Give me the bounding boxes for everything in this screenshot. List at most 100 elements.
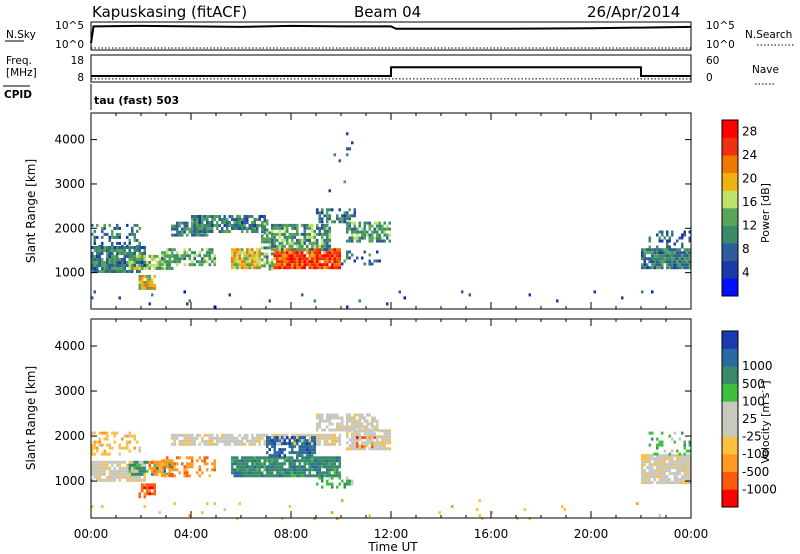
velocity-cell-13-119 <box>673 472 676 476</box>
power-cell-11-42 <box>353 211 356 215</box>
velocity-cell-13-66 <box>658 469 661 473</box>
velocity-cell-0-36 <box>103 472 106 476</box>
velocity-cell-15-19 <box>438 511 441 515</box>
velocity-cell-8-44 <box>291 442 294 446</box>
power-cell-2-33 <box>151 257 154 261</box>
power-cell-14-47 <box>658 257 661 261</box>
power-cell-12-38 <box>363 230 366 234</box>
power-cell-14-65 <box>666 254 669 258</box>
power-cell-12-6 <box>348 224 351 228</box>
velocity-cell-0-26 <box>101 460 104 464</box>
velocity-cell-7-145 <box>286 471 289 475</box>
velocity-cell-8-39 <box>288 439 291 443</box>
power-cell-15-19 <box>668 245 671 249</box>
velocity-cell-9-2 <box>316 422 319 426</box>
velocity-cell-7-173 <box>298 459 301 463</box>
cpid-value: tau (fast) 503 <box>94 94 179 107</box>
velocity-cell-7-47 <box>248 459 251 463</box>
velocity-cell-0-122 <box>138 478 141 482</box>
velocity-cell-1-56 <box>133 446 136 450</box>
velocity-cell-15-4 <box>173 502 176 506</box>
power-cell-7-14 <box>236 248 239 252</box>
power-colorbar-tick-2: 12 <box>742 219 757 233</box>
power-cell-14-131 <box>688 266 691 270</box>
velocity-cell-12-7 <box>328 476 331 480</box>
velocity-cell-6-173 <box>306 433 309 437</box>
velocity-cell-0-69 <box>118 469 121 473</box>
velocity-cell-7-55 <box>251 465 254 469</box>
power-cell-1-162 <box>141 246 144 249</box>
velocity-cell-7-38 <box>243 474 246 478</box>
velocity-cell-11-5 <box>363 436 366 440</box>
velocity-cell-7-54 <box>251 462 254 466</box>
power-cell-13-8 <box>353 259 356 263</box>
power-cell-2-34 <box>151 263 154 267</box>
velocity-cell-13-51 <box>653 478 656 482</box>
velocity-cell-9-17 <box>326 416 329 420</box>
velocity-cell-13-20 <box>646 457 649 461</box>
power-cell-9-88 <box>303 266 306 270</box>
power-cell-13-19 <box>376 259 379 263</box>
velocity-cell-2-16 <box>138 472 141 476</box>
velocity-cell-13-48 <box>653 469 656 473</box>
power-cell-8-47 <box>271 267 274 271</box>
power-cell-12-18 <box>353 227 356 231</box>
power-cell-9-175 <box>338 251 341 255</box>
power-cell-6-60 <box>221 227 224 230</box>
velocity-cell-13-139 <box>678 472 681 476</box>
power-cell-2-21 <box>143 254 146 258</box>
velocity-cell-10-72 <box>378 429 381 433</box>
velocity-cell-6-6 <box>173 442 176 446</box>
power-cell-9-4 <box>273 263 276 267</box>
velocity-cell-13-180 <box>688 481 691 485</box>
power-cell-14-57 <box>661 266 664 270</box>
power-cell-2-23 <box>143 260 146 264</box>
power-cell-1-10 <box>93 255 96 258</box>
velocity-cell-13-87 <box>663 472 666 476</box>
power-cell-1-39 <box>101 267 104 270</box>
time-tick-label-5: 20:00 <box>574 527 609 541</box>
velocity-cell-6-204 <box>328 433 331 437</box>
power-cell-15-5 <box>658 230 661 234</box>
power-cell-5-55 <box>206 233 209 237</box>
power-cell-6-84 <box>236 215 239 218</box>
power-cell-9-103 <box>311 254 314 258</box>
velocity-cell-13-169 <box>686 478 689 482</box>
velocity-cell-0-27 <box>101 463 104 467</box>
power-cell-4-4 <box>163 251 166 255</box>
velocity-cell-9-77 <box>358 422 361 426</box>
velocity-cell-6-169 <box>301 439 304 443</box>
velocity-cell-9-106 <box>376 425 379 429</box>
power-cell-12-27 <box>358 224 361 228</box>
velocity-cell-0-23 <box>98 472 101 476</box>
power-cell-13-18 <box>376 250 379 254</box>
velocity-cell-1-15 <box>98 440 101 444</box>
power-cell-9-168 <box>336 251 339 255</box>
power-cell-3-19 <box>148 274 151 278</box>
velocity-cell-0-57 <box>113 469 116 473</box>
power-cell-10-75 <box>296 241 299 245</box>
power-cell-14-91 <box>676 248 679 252</box>
power-cell-8-28 <box>266 252 269 256</box>
velocity-cell-7-159 <box>291 471 294 475</box>
velocity-cell-5-14 <box>168 465 171 469</box>
power-cell-9-162 <box>333 254 336 258</box>
power-cell-7-40 <box>246 248 249 252</box>
power-cell-0-0 <box>91 223 94 227</box>
power-cell-15-16 <box>666 245 669 249</box>
power-cell-1-167 <box>141 264 144 267</box>
power-cell-0-48 <box>133 223 136 227</box>
velocity-cell-6-67 <box>223 439 226 443</box>
power-cell-9-173 <box>336 266 339 270</box>
velocity-cell-0-41 <box>106 475 109 479</box>
velocity-cell-13-62 <box>658 457 661 461</box>
power-cell-14-23 <box>651 248 654 252</box>
velocity-cell-1-55 <box>133 437 136 441</box>
velocity-cell-13-93 <box>666 463 669 467</box>
velocity-cell-7-32 <box>243 456 246 460</box>
power-cell-0-29 <box>116 226 119 230</box>
velocity-cell-10-33 <box>358 444 361 448</box>
velocity-cell-1-51 <box>128 440 131 444</box>
velocity-cell-1-27 <box>106 443 109 447</box>
velocity-cell-6-21 <box>186 439 189 443</box>
